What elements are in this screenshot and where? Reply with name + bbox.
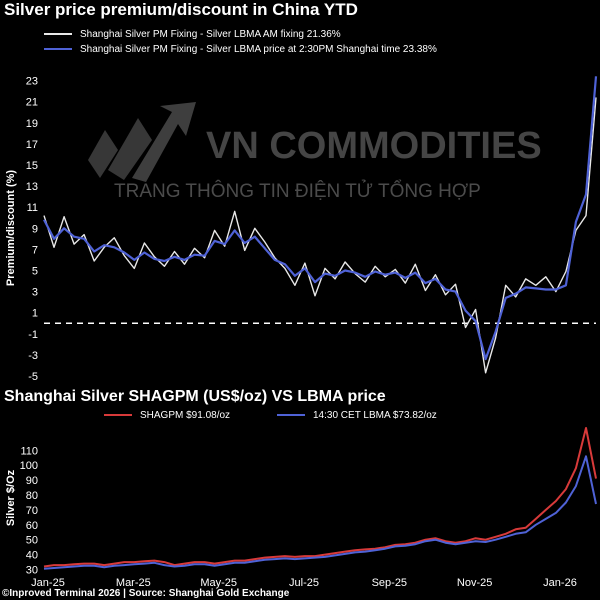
series-line-am-fixing	[43, 97, 597, 374]
price-x-tick-label: May-25	[200, 577, 237, 589]
price-y-tick-label: 110	[20, 445, 38, 457]
price-legend-1: SHAGPM $91.08/oz	[104, 410, 230, 421]
premium-y-tick-label: 11	[27, 202, 38, 214]
price-y-tick-label: 50	[26, 535, 38, 547]
price-y-tick-label: 100	[20, 460, 38, 472]
series-line-lbma	[43, 455, 597, 570]
price-y-tick-label: 90	[26, 475, 38, 487]
premium-y-tick-label: 5	[32, 265, 38, 277]
price-y-tick-label: 60	[26, 520, 38, 532]
premium-y-tick-label: 15	[26, 160, 38, 172]
watermark-brand: VN COMMODITIES	[206, 125, 542, 167]
legend-swatch-white	[44, 33, 72, 36]
premium-y-tick-label: -3	[28, 350, 38, 362]
legend-label: SHAGPM $91.08/oz	[140, 410, 231, 421]
premium-y-tick-label: 7	[32, 244, 38, 256]
series-line-shagpm	[43, 427, 597, 568]
price-x-tick-label: Mar-25	[116, 577, 151, 589]
premium-y-tick-label: 9	[32, 223, 38, 235]
price-x-tick-label: Jan-25	[31, 577, 65, 589]
price-chart-title: Shanghai Silver SHAGPM (US$/oz) VS LBMA …	[4, 388, 386, 405]
premium-y-tick-label: 1	[32, 308, 38, 320]
price-y-axis-label: Silver $/Oz	[5, 469, 17, 526]
price-x-tick-label: Jan-26	[543, 577, 577, 589]
price-y-tick-label: 40	[26, 550, 38, 562]
legend-label: 14:30 CET LBMA $73.82/oz	[313, 410, 437, 421]
premium-y-tick-label: -5	[28, 371, 38, 383]
series-line-2-30pm	[43, 76, 598, 361]
price-y-tick-label: 70	[26, 505, 38, 517]
premium-y-tick-label: 19	[26, 118, 38, 130]
price-legend-2: 14:30 CET LBMA $73.82/oz	[277, 410, 437, 421]
source-footer: ©Inproved Terminal 2026 | Source: Shangh…	[2, 588, 290, 599]
price-y-tick-label: 30	[26, 565, 38, 577]
premium-y-tick-label: 21	[26, 97, 38, 109]
legend-swatch-blue	[277, 414, 305, 417]
price-x-tick-label: Sep-25	[372, 577, 407, 589]
price-x-tick-label: Nov-25	[457, 577, 492, 589]
premium-y-axis-label: Premium/discount (%)	[5, 170, 17, 286]
legend-swatch-blue	[44, 48, 72, 51]
legend-swatch-red	[104, 414, 132, 417]
premium-y-tick-label: -1	[28, 329, 38, 341]
watermark-tagline: TRANG THÔNG TIN ĐIỆN TỬ TỔNG HỢP	[114, 180, 481, 202]
page-title: Silver price premium/discount in China Y…	[4, 0, 358, 19]
premium-legend-1: Shanghai Silver PM Fixing - Silver LBMA …	[44, 29, 341, 40]
price-y-tick-label: 80	[26, 490, 38, 502]
premium-y-tick-label: 3	[32, 287, 38, 299]
legend-label: Shanghai Silver PM Fixing - Silver LBMA …	[80, 44, 437, 55]
premium-y-tick-label: 13	[26, 181, 38, 193]
legend-label: Shanghai Silver PM Fixing - Silver LBMA …	[80, 29, 341, 40]
premium-y-tick-label: 23	[26, 76, 38, 88]
watermark-logo-icon	[88, 102, 196, 182]
premium-y-tick-label: 17	[26, 139, 38, 151]
premium-legend-2: Shanghai Silver PM Fixing - Silver LBMA …	[44, 44, 437, 55]
price-x-tick-label: Jul-25	[289, 577, 319, 589]
